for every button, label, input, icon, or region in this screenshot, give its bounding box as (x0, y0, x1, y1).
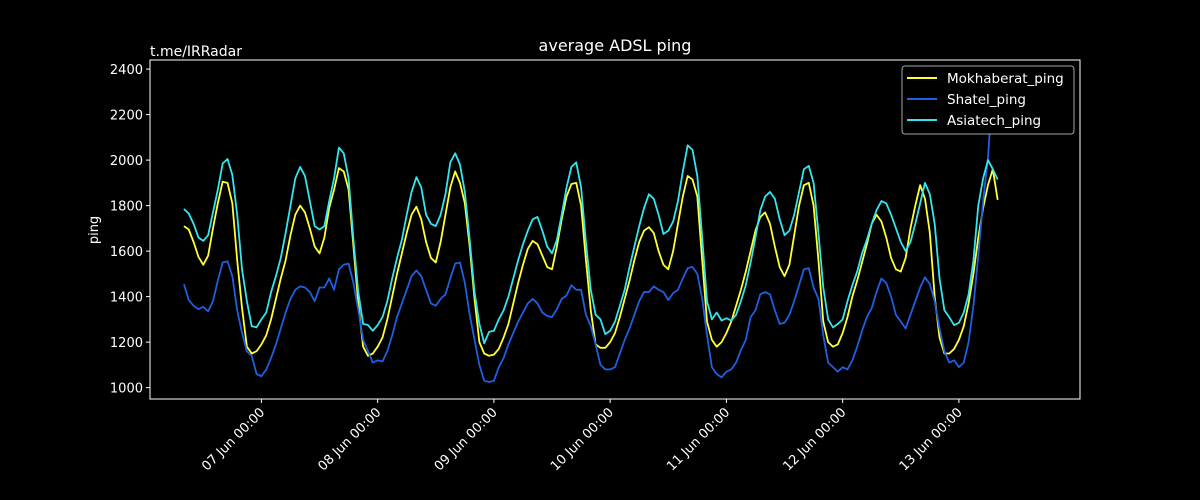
y-tick-label: 1200 (110, 336, 143, 351)
y-tick-label: 1000 (110, 382, 143, 397)
y-tick-label: 2200 (110, 109, 143, 124)
series-line-asiatech-ping (183, 144, 999, 345)
legend-label: Mokhaberat_ping (947, 71, 1064, 87)
legend: Mokhaberat_ping Shatel_ping Asiatech_ping (901, 65, 1075, 135)
series-lines (183, 84, 999, 383)
watermark-label: t.me/IRRadar (150, 44, 242, 60)
y-tick-label: 2000 (110, 154, 143, 169)
y-axis: 1000 1200 1400 1600 1800 2000 2200 2400 (110, 63, 150, 397)
y-tick-label: 1600 (110, 245, 143, 260)
series-line-mokhaberat-ping (183, 167, 999, 357)
series-line-shatel-ping (183, 84, 994, 383)
y-tick-label: 2400 (110, 63, 143, 78)
legend-label: Asiatech_ping (947, 113, 1041, 129)
legend-label: Shatel_ping (947, 92, 1026, 108)
y-tick-label: 1800 (110, 200, 143, 215)
plot-area (149, 59, 1081, 400)
axes-frame (149, 59, 1081, 400)
chart-title: average ADSL ping (539, 36, 692, 55)
y-tick-label: 1400 (110, 291, 143, 306)
y-axis-label: ping (87, 216, 102, 244)
legend-box (901, 65, 1075, 135)
